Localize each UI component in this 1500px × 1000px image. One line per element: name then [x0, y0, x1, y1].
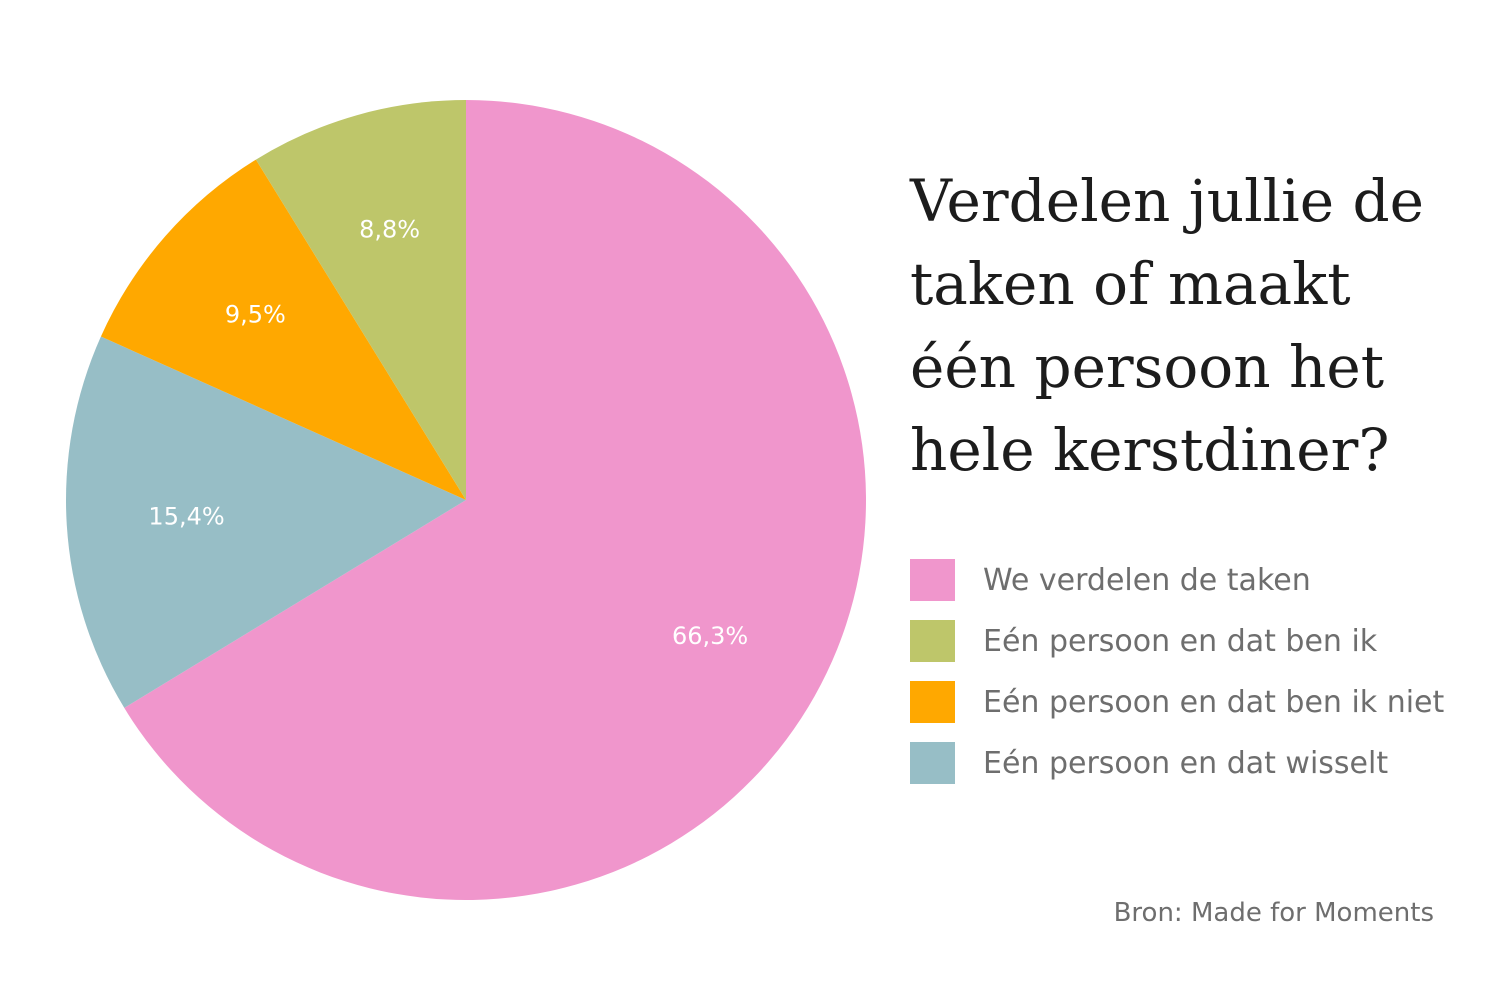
slice-label-we-verdelen: 66,3%	[672, 622, 748, 650]
legend-label: Eén persoon en dat ben ik niet	[983, 684, 1445, 720]
slice-label-ben-ik: 8,8%	[359, 216, 420, 244]
slice-wisselt	[65, 336, 467, 708]
legend: We verdelen de taken Eén persoon en dat …	[910, 558, 1444, 802]
legend-item-we-verdelen: We verdelen de taken	[910, 558, 1444, 602]
slice-ben-ik-niet	[100, 159, 466, 500]
legend-label: Eén persoon en dat wisselt	[983, 745, 1389, 781]
legend-swatch	[910, 681, 955, 723]
slice-label-ben-ik-niet: 9,5%	[225, 300, 286, 328]
legend-swatch	[910, 620, 955, 662]
legend-item-ben-ik-niet: Eén persoon en dat ben ik niet	[910, 680, 1444, 724]
source-note: Bron: Made for Moments	[1113, 898, 1434, 928]
legend-swatch	[910, 559, 955, 601]
chart-title: Verdelen jullie de taken of maakt één pe…	[910, 167, 1424, 484]
pie-chart: 66,3% 15,4% 9,5% 8,8%	[65, 100, 867, 901]
legend-item-wisselt: Eén persoon en dat wisselt	[910, 741, 1444, 785]
slice-label-wisselt: 15,4%	[148, 503, 224, 531]
slice-we-verdelen	[124, 100, 867, 901]
slice-ben-ik	[255, 100, 466, 500]
legend-label: We verdelen de taken	[983, 562, 1311, 598]
legend-item-ben-ik: Eén persoon en dat ben ik	[910, 619, 1444, 663]
legend-swatch	[910, 742, 955, 784]
legend-label: Eén persoon en dat ben ik	[983, 623, 1378, 659]
